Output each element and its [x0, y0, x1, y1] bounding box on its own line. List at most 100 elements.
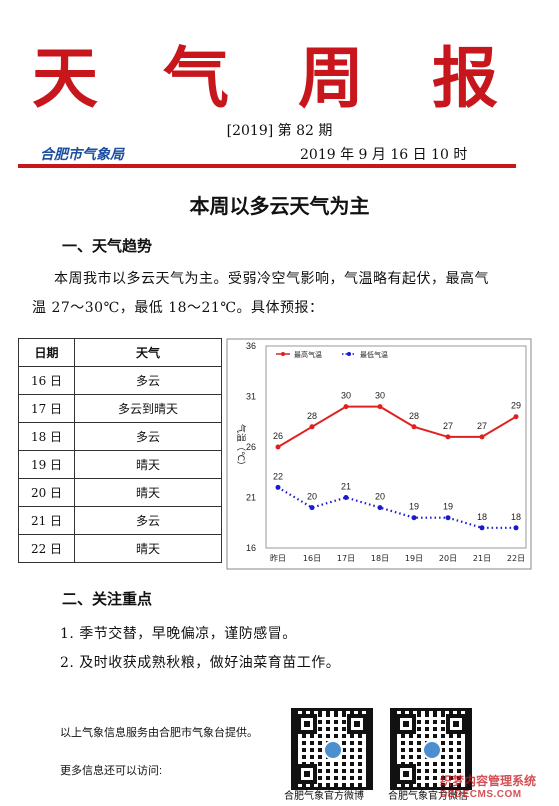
cell-weather: 晴天 — [74, 478, 222, 507]
qr-finder-icon — [347, 714, 367, 734]
column-header-weather: 天气 — [74, 338, 222, 367]
data-label: 21 — [341, 482, 351, 492]
qr-finder-icon — [297, 714, 317, 734]
masthead-char: 报 — [432, 39, 498, 117]
data-label: 28 — [409, 411, 419, 421]
data-label: 18 — [511, 512, 521, 522]
weibo-qr-code[interactable] — [291, 708, 373, 790]
y-tick-label: 21 — [246, 493, 256, 503]
table-row: 21 日多云 — [18, 506, 222, 535]
data-label: 27 — [443, 421, 453, 431]
cell-weather: 多云 — [74, 422, 222, 451]
data-label: 19 — [409, 502, 419, 512]
cell-date: 19 日 — [18, 450, 75, 479]
x-tick-label: 昨日 — [270, 553, 286, 563]
data-point — [377, 505, 383, 511]
focus-tip: 2. 及时收获成熟秋粮，做好油菜育苗工作。 — [60, 655, 341, 671]
cell-weather: 多云 — [74, 506, 222, 535]
footer-provider-note: 以上气象信息服务由合肥市气象台提供。 — [60, 727, 258, 739]
focus-tip: 1. 季节交替，早晚偏凉，谨防感冒。 — [60, 626, 297, 642]
qr-finder-icon — [396, 764, 416, 784]
data-point — [513, 414, 519, 420]
masthead-char: 气 — [163, 39, 229, 117]
wechat-qr-caption: 合肥气象官方微信 — [388, 791, 468, 802]
cell-weather: 晴天 — [74, 450, 222, 479]
issue-date: 2019 年 9 月 16 日 10 时 — [300, 147, 468, 163]
wechat-qr-code[interactable] — [390, 708, 472, 790]
watermark: 织梦内容管理系统 DEDECMS.COM — [440, 772, 558, 800]
header-divider — [18, 164, 516, 168]
series-line — [277, 486, 516, 529]
data-point — [377, 404, 383, 410]
table-row: 19 日晴天 — [18, 450, 222, 479]
legend-marker — [281, 352, 285, 356]
data-label: 20 — [375, 492, 385, 502]
data-point — [479, 434, 485, 440]
data-point — [445, 515, 451, 521]
weibo-qr-caption: 合肥气象官方微博 — [284, 791, 364, 802]
y-tick-label: 31 — [246, 392, 256, 402]
forecast-table: 日期 天气 16 日多云 17 日多云到晴天 18 日多云 19 日晴天 20 … — [18, 338, 222, 563]
qr-finder-icon — [396, 714, 416, 734]
headline: 本周以多云天气为主 — [189, 194, 370, 218]
legend-label: 最高气温 — [294, 350, 322, 359]
column-header-date: 日期 — [18, 338, 75, 367]
y-tick-label: 16 — [246, 543, 256, 553]
qr-finder-icon — [446, 714, 466, 734]
data-point — [411, 515, 417, 521]
cell-weather: 晴天 — [74, 534, 222, 563]
data-point — [411, 424, 417, 430]
issue-number: [2019] 第 82 期 — [226, 123, 333, 139]
y-tick-label: 26 — [246, 442, 256, 452]
qr-finder-icon — [297, 764, 317, 784]
data-label: 30 — [341, 391, 351, 401]
table-row: 16 日多云 — [18, 366, 222, 395]
bureau-name: 合肥市气象局 — [40, 147, 124, 163]
x-tick-label: 20日 — [439, 554, 457, 563]
table-row: 17 日多云到晴天 — [18, 394, 222, 423]
series-line — [277, 405, 517, 448]
cell-date: 16 日 — [18, 366, 75, 395]
x-tick-label: 17日 — [337, 554, 355, 563]
masthead-char: 周 — [298, 39, 364, 117]
cell-date: 18 日 — [18, 422, 75, 451]
section-title-focus: 二、关注重点 — [62, 590, 153, 608]
data-point — [309, 424, 315, 430]
x-tick-label: 21日 — [473, 554, 491, 563]
data-point — [479, 525, 485, 531]
weather-logo-icon — [323, 740, 343, 760]
cell-weather: 多云到晴天 — [74, 394, 222, 423]
chart-frame — [226, 338, 532, 570]
y-tick-label: 36 — [246, 341, 256, 351]
watermark-line: DEDECMS.COM — [440, 789, 522, 800]
data-label: 29 — [511, 401, 521, 411]
table-row: 22 日晴天 — [18, 534, 222, 563]
y-axis-label: 气温（℃） — [235, 424, 247, 470]
data-label: 18 — [477, 512, 487, 522]
data-point — [309, 505, 315, 511]
section-title-trend: 一、天气趋势 — [62, 237, 153, 255]
table-row: 20 日晴天 — [18, 478, 222, 507]
temperature-chart: 16 21 26 31 36 昨日 16日 17日 18日 19日 20日 21日 22日 气温（℃） 最高… — [226, 338, 532, 570]
plot-area — [265, 345, 527, 549]
data-point — [275, 444, 281, 450]
data-label: 20 — [307, 492, 317, 502]
trend-paragraph: 本周我市以多云天气为主。受弱冷空气影响，气温略有起伏，最高气温 27～30℃，最… — [32, 271, 489, 316]
cell-date: 17 日 — [18, 394, 75, 423]
watermark-line: 织梦内容管理系统 — [440, 774, 537, 788]
data-label: 28 — [307, 411, 317, 421]
data-label: 22 — [273, 471, 283, 481]
x-tick-label: 22日 — [507, 554, 525, 563]
cell-date: 22 日 — [18, 534, 75, 563]
cell-weather: 多云 — [74, 366, 222, 395]
masthead-title: 天 气 周 报 — [0, 38, 559, 118]
footer-visit-note: 更多信息还可以访问: — [60, 765, 163, 777]
x-tick-label: 18日 — [371, 554, 389, 563]
x-tick-label: 16日 — [303, 554, 321, 563]
legend-marker — [347, 352, 351, 356]
table-row: 18 日多云 — [18, 422, 222, 451]
cell-date: 21 日 — [18, 506, 75, 535]
masthead-char: 天 — [32, 39, 98, 117]
x-tick-label: 19日 — [405, 554, 423, 563]
cell-date: 20 日 — [18, 478, 75, 507]
